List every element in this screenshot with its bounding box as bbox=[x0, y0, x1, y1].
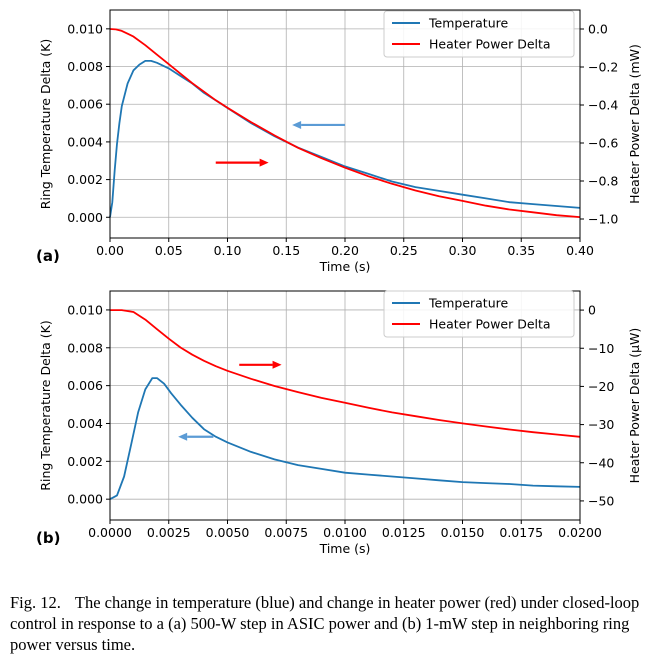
panel-label: (b) bbox=[36, 529, 60, 547]
y-tick-label: 0.006 bbox=[67, 97, 103, 112]
x-tick-label: 0.05 bbox=[155, 243, 183, 258]
y2-tick-label: 0 bbox=[588, 303, 596, 318]
caption-text: The change in temperature (blue) and cha… bbox=[10, 593, 640, 654]
y2-tick-label: −0.4 bbox=[588, 98, 618, 113]
axis-indicator-arrow-head bbox=[292, 120, 302, 129]
x-tick-label: 0.35 bbox=[507, 243, 535, 258]
y-tick-label: 0.000 bbox=[67, 492, 103, 507]
y2-tick-label: −0.6 bbox=[588, 136, 618, 151]
figure-canvas: 0.00 0.05 0.10 0.15 0.20 0.25 0.30 0.35 0.400.00… bbox=[36, 9, 642, 556]
y2-tick-label: 0.0 bbox=[588, 22, 608, 37]
y2-tick-label: −0.8 bbox=[588, 174, 618, 189]
x-tick-label: 0.15 bbox=[272, 243, 300, 258]
y2-tick-label: −20 bbox=[588, 379, 614, 394]
x-tick-label: 0.00 bbox=[96, 243, 124, 258]
x-tick-label: 0.0150 bbox=[441, 525, 485, 540]
x-tick-label: 0.0200 bbox=[558, 525, 602, 540]
x-tick-label: 0.0100 bbox=[323, 525, 367, 540]
y-tick-label: 0.000 bbox=[67, 210, 103, 225]
legend-box bbox=[383, 290, 575, 338]
panel-b-chart: 0.0000 0.0025 0.0050 0.0075 0.0100 0.0125 0.01… bbox=[36, 290, 642, 556]
legend-entry: Temperature bbox=[428, 296, 508, 311]
axis-indicator-arrow-head bbox=[178, 432, 188, 441]
y2-tick-label: −50 bbox=[588, 493, 614, 508]
y2-tick-label: −0.2 bbox=[588, 60, 618, 75]
figure-caption: Fig. 12. The change in temperature (blue)… bbox=[10, 592, 660, 655]
x-axis-label: Time (s) bbox=[319, 541, 371, 556]
x-tick-label: 0.30 bbox=[449, 243, 477, 258]
heater-power-line bbox=[109, 28, 581, 218]
x-tick-label: 0.0175 bbox=[499, 525, 543, 540]
legend-entry: Temperature bbox=[428, 16, 508, 31]
x-tick-label: 0.20 bbox=[331, 243, 359, 258]
y-tick-label: 0.002 bbox=[67, 454, 103, 469]
y-tick-label: 0.004 bbox=[67, 416, 103, 431]
legend-box bbox=[383, 10, 575, 58]
x-tick-label: 0.25 bbox=[390, 243, 418, 258]
y-tick-label: 0.008 bbox=[67, 340, 103, 355]
x-tick-label: 0.0000 bbox=[88, 525, 132, 540]
axis-indicator-arrow-head bbox=[259, 158, 269, 167]
x-tick-label: 0.10 bbox=[214, 243, 242, 258]
panel-a-chart: 0.00 0.05 0.10 0.15 0.20 0.25 0.30 0.35 0.400.00… bbox=[36, 9, 642, 274]
x-axis-label: Time (s) bbox=[319, 259, 371, 274]
y-axis-label: Ring Temperature Delta (K) bbox=[38, 39, 53, 209]
x-tick-label: 0.40 bbox=[566, 243, 594, 258]
y-axis-label: Ring Temperature Delta (K) bbox=[38, 320, 53, 490]
y2-tick-label: −40 bbox=[588, 455, 614, 470]
y2-tick-label: −10 bbox=[588, 341, 614, 356]
y-tick-label: 0.010 bbox=[67, 21, 103, 36]
x-tick-label: 0.0025 bbox=[147, 525, 191, 540]
x-tick-label: 0.0125 bbox=[382, 525, 426, 540]
y2-axis-label: Heater Power Delta (μW) bbox=[627, 328, 642, 484]
x-tick-label: 0.0050 bbox=[206, 525, 250, 540]
x-tick-label: 0.0075 bbox=[264, 525, 308, 540]
legend-entry: Heater Power Delta bbox=[429, 37, 551, 52]
y-tick-label: 0.010 bbox=[67, 302, 103, 317]
y2-axis-label: Heater Power Delta (mW) bbox=[627, 44, 642, 204]
y-tick-label: 0.008 bbox=[67, 59, 103, 74]
panel-label: (a) bbox=[36, 247, 60, 265]
y-tick-label: 0.002 bbox=[67, 172, 103, 187]
y-tick-label: 0.004 bbox=[67, 134, 103, 149]
y-tick-label: 0.006 bbox=[67, 378, 103, 393]
temperature-line bbox=[109, 377, 581, 500]
heater-power-line bbox=[110, 309, 581, 438]
caption-figure-label: Fig. 12. bbox=[10, 593, 61, 612]
y2-tick-label: −1.0 bbox=[588, 212, 618, 227]
axis-indicator-arrow-head bbox=[272, 360, 282, 369]
legend-entry: Heater Power Delta bbox=[429, 317, 551, 332]
y2-tick-label: −30 bbox=[588, 417, 614, 432]
